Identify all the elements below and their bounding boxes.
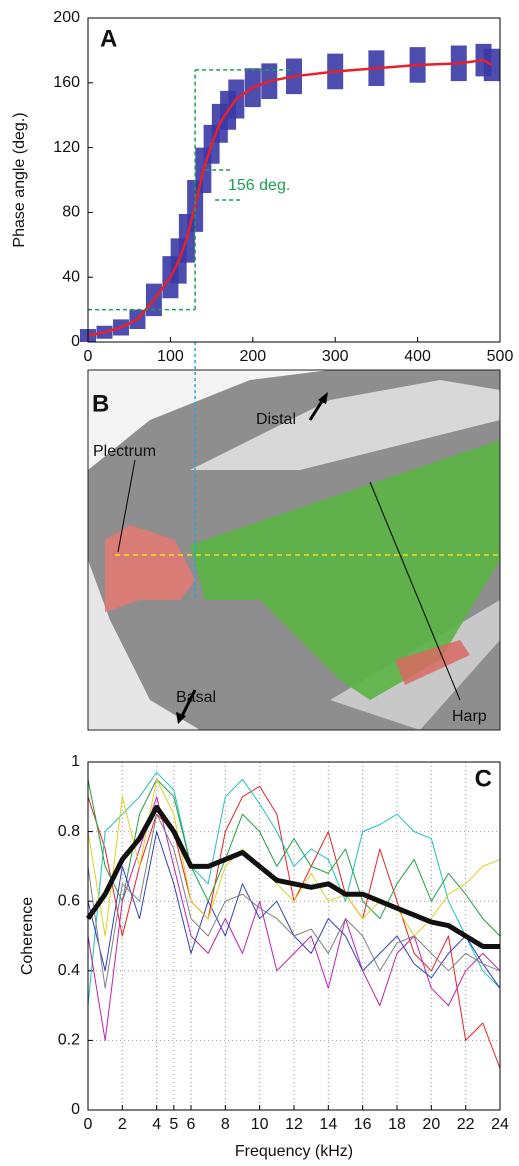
data-line [87, 785, 501, 1069]
plot-frame [87, 17, 501, 343]
x-tick-label: 14 [319, 1116, 337, 1133]
data-line [87, 796, 501, 1041]
panel-label: A [100, 25, 117, 52]
x-tick-label: 12 [285, 1116, 303, 1133]
panel-label: C [475, 765, 492, 792]
y-tick-label: 0.4 [58, 962, 80, 979]
image-label: Harp [452, 708, 487, 725]
annotation: 156 deg. [228, 177, 290, 194]
y-tick-label: 0 [71, 1101, 80, 1118]
y-tick-label: 160 [53, 74, 80, 91]
red-strip [395, 640, 470, 685]
y-tick-label: 0 [71, 333, 80, 350]
x-axis-label: Frequency (kHz) [235, 1143, 353, 1160]
photo-frame [87, 369, 501, 731]
x-tick-label: 0 [84, 348, 93, 365]
image-panel: B Plectrum Distal Basal Harp [87, 369, 501, 731]
image-label: Plectrum [93, 443, 156, 460]
image-label: Distal [256, 411, 296, 428]
data-line [87, 831, 501, 989]
x-tick-label: 4 [152, 1116, 161, 1133]
x-tick-label: 0 [84, 1116, 93, 1133]
x-tick-label: 300 [322, 348, 349, 365]
data-line [85, 804, 500, 949]
x-tick-label: 100 [157, 348, 184, 365]
x-tick-label: 2 [118, 1116, 127, 1133]
x-tick-label: 200 [239, 348, 266, 365]
plot-frame [87, 761, 501, 1111]
y-tick-label: 1 [71, 753, 80, 770]
data-line [87, 778, 501, 937]
y-tick-label: 0.6 [58, 892, 80, 909]
plectrum-region [105, 525, 195, 612]
photo-streak [190, 380, 500, 470]
y-tick-label: 0.8 [58, 823, 80, 840]
arrow [117, 459, 136, 553]
x-tick-label: 22 [457, 1116, 475, 1133]
y-axis-label: Coherence [19, 897, 36, 975]
image-label: Basal [176, 689, 216, 706]
x-tick-label: 16 [354, 1116, 372, 1133]
data-line [87, 771, 501, 1006]
y-axis-label: Phase angle (deg.) [11, 112, 28, 247]
photo-light [88, 560, 200, 730]
x-tick-label: 8 [221, 1116, 230, 1133]
arrowhead [176, 712, 186, 724]
y-tick-label: 120 [53, 139, 80, 156]
x-tick-label: 10 [251, 1116, 269, 1133]
arrowhead [318, 392, 328, 404]
x-tick-label: 20 [422, 1116, 440, 1133]
x-tick-label: 18 [388, 1116, 406, 1133]
harp-region [190, 440, 500, 700]
y-tick-label: 80 [62, 204, 80, 221]
x-tick-label: 24 [491, 1116, 509, 1133]
data-line [87, 58, 493, 337]
panel-label: B [92, 390, 109, 417]
y-tick-label: 40 [62, 268, 80, 285]
y-tick-label: 200 [53, 9, 80, 26]
x-tick-label: 6 [187, 1116, 196, 1133]
x-tick-label: 5 [169, 1116, 178, 1133]
arrow [369, 481, 461, 701]
y-tick-label: 0.2 [58, 1032, 80, 1049]
x-tick-label: 500 [487, 348, 514, 365]
data-line [87, 813, 501, 989]
x-tick-label: 400 [404, 348, 431, 365]
arrow [180, 689, 197, 717]
photo-light [88, 370, 330, 470]
